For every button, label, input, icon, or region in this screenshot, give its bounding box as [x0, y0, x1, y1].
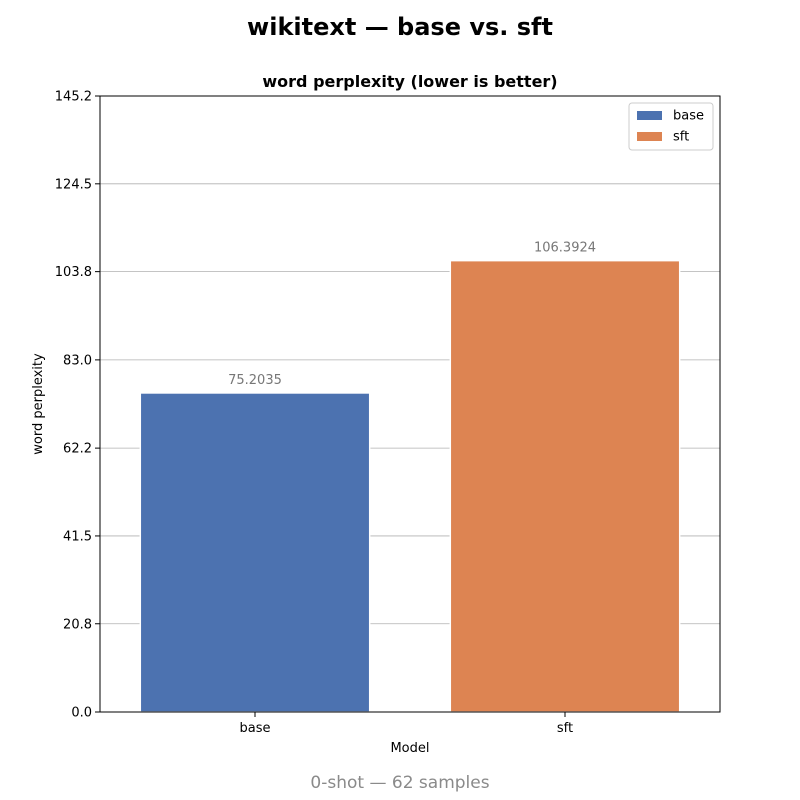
- y-axis-ticks: 0.0 20.8 41.5 62.2 83.0 103.8 124.5 145.2: [55, 90, 100, 721]
- y-tick-label: 41.5: [63, 529, 92, 544]
- x-tick-label-sft: sft: [557, 721, 573, 736]
- x-axis-label: Model: [390, 741, 429, 756]
- y-tick-label: 83.0: [63, 353, 92, 368]
- legend-swatch-sft: [637, 132, 662, 141]
- bar-base: [139, 392, 371, 713]
- y-tick-label: 20.8: [63, 617, 92, 632]
- y-tick-label: 124.5: [55, 177, 92, 192]
- legend-swatch-base: [637, 111, 662, 120]
- legend-label-sft: sft: [673, 130, 689, 145]
- y-tick-label: 103.8: [55, 265, 92, 280]
- bar-value-label-sft: 106.3924: [534, 241, 596, 256]
- plot-area-frame: [99, 95, 721, 713]
- bar-value-label-base: 75.2035: [228, 373, 282, 388]
- legend: base sft: [628, 102, 714, 151]
- bar-sft: [449, 259, 681, 713]
- legend-label-base: base: [673, 109, 704, 124]
- y-axis-label: word perplexity: [31, 353, 46, 455]
- y-tick-label: 145.2: [55, 90, 92, 105]
- bars: [139, 259, 681, 713]
- figure-title: wikitext — base vs. sft: [247, 13, 553, 41]
- x-tick-label-base: base: [240, 721, 271, 736]
- bar-value-labels: 75.2035 106.3924: [228, 241, 596, 388]
- x-axis-ticks: base sft: [240, 712, 573, 736]
- chart-title: word perplexity (lower is better): [262, 72, 557, 91]
- y-tick-label: 62.2: [63, 442, 92, 457]
- y-tick-label: 0.0: [71, 706, 92, 721]
- figure-footer: 0-shot — 62 samples: [310, 773, 489, 793]
